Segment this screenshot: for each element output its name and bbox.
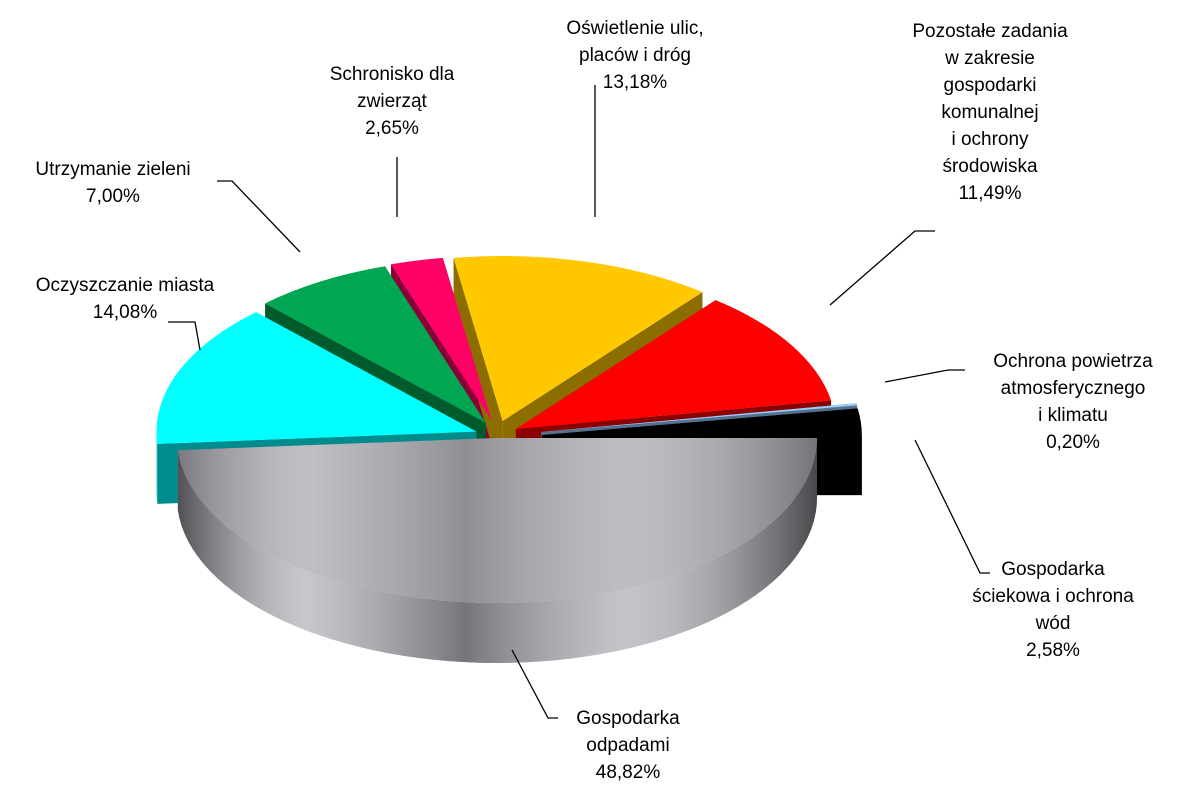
slice xyxy=(541,403,858,432)
slice-side-shade xyxy=(156,431,158,504)
value-label: 13,18% xyxy=(602,72,668,93)
slice-wall xyxy=(453,257,503,481)
category-label: Utrzymanie zieleni xyxy=(35,159,191,180)
leader-line xyxy=(914,439,990,574)
category-label: Gospodarka ściekowa i ochrona wód xyxy=(972,559,1134,634)
category-label: Oświetlenie ulic, placów i dróg xyxy=(566,18,704,66)
leader-line xyxy=(511,649,558,719)
category-label: Schronisko dla zwierząt xyxy=(329,64,455,112)
value-label: 0,20% xyxy=(1046,432,1100,453)
slice xyxy=(391,257,492,421)
leader-line xyxy=(168,321,201,351)
slice xyxy=(541,408,862,436)
data-label: Schronisko dla zwierząt 2,65% xyxy=(330,61,455,142)
slice-wall-shade xyxy=(453,257,503,481)
leader-line xyxy=(829,230,935,306)
slice xyxy=(265,266,486,423)
category-label: Gospodarka odpadami xyxy=(576,708,680,756)
value-label: 2,58% xyxy=(1026,640,1080,661)
slice-gloss xyxy=(177,438,817,604)
slice-side-shade xyxy=(177,438,818,664)
category-label: Pozostałe zadania w zakresie gospodarki … xyxy=(912,21,1068,177)
data-label: Gospodarka ściekowa i ochrona wód 2,58% xyxy=(972,556,1134,664)
category-label: Ochrona powietrza atmosferycznego i klim… xyxy=(993,351,1153,426)
leader-line xyxy=(217,180,301,253)
value-label: 48,82% xyxy=(595,762,661,783)
leader-line xyxy=(884,369,965,383)
slice xyxy=(453,255,703,421)
data-label: Ochrona powietrza atmosferycznego i klim… xyxy=(993,348,1152,456)
data-label: Oczyszczanie miasta 14,08% xyxy=(36,272,214,326)
data-label: Pozostałe zadania w zakresie gospodarki … xyxy=(912,18,1067,207)
data-label: Oświetlenie ulic, placów i dróg 13,18% xyxy=(566,15,703,96)
value-label: 11,49% xyxy=(958,183,1022,204)
category-label: Oczyszczanie miasta xyxy=(35,275,215,296)
value-label: 7,00% xyxy=(86,186,140,207)
data-label: Utrzymanie zieleni 7,00% xyxy=(35,156,190,210)
value-label: 2,65% xyxy=(365,118,419,139)
data-label: Gospodarka odpadami 48,82% xyxy=(576,705,680,786)
slice xyxy=(515,300,832,430)
slice xyxy=(156,312,477,444)
value-label: 14,08% xyxy=(92,302,158,323)
